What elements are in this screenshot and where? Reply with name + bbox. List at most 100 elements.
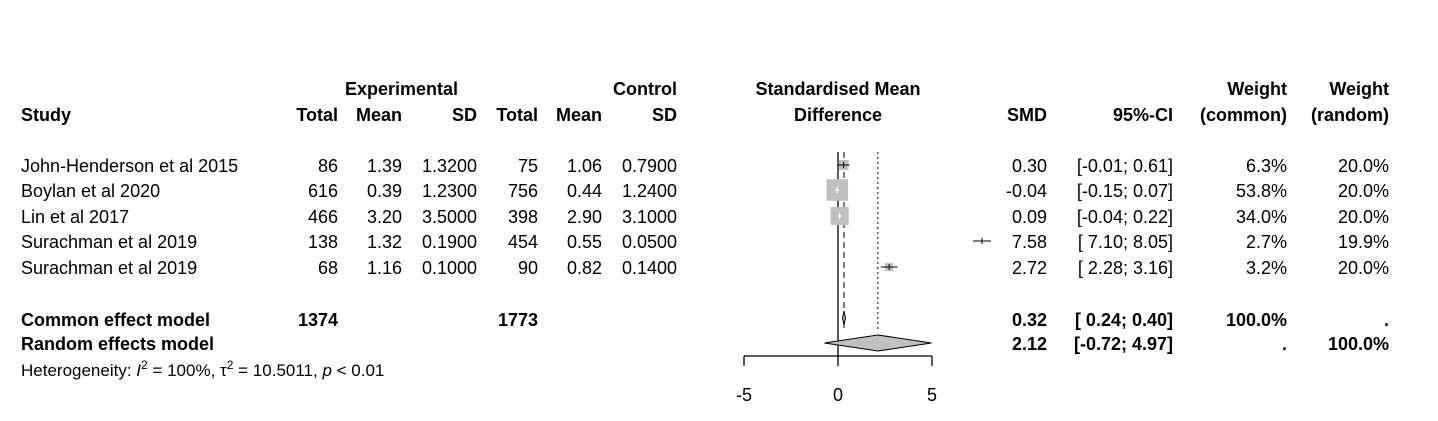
study-ci-text: [-0.15; 0.07] (1077, 181, 1173, 201)
study-smd-text: -0.04 (1006, 181, 1047, 201)
study-ctl-sd: 3.1000 (622, 207, 677, 227)
header-effect-line2: Difference (794, 105, 882, 125)
random-effects-row: Random effects model 2.12 [-0.72; 4.97] … (21, 334, 1389, 354)
header-ctl-sd: SD (652, 105, 677, 125)
common-ci: [ 0.24; 0.40] (1075, 310, 1173, 330)
study-w-common: 34.0% (1236, 207, 1287, 227)
header-weight-random-line1: Weight (1329, 79, 1389, 99)
common-effect-row: Common effect model 1374 1773 0.32 [ 0.2… (21, 310, 1389, 330)
study-ci-text: [-0.04; 0.22] (1077, 207, 1173, 227)
study-w-common: 3.2% (1246, 258, 1287, 278)
study-ctl-sd: 0.7900 (622, 156, 677, 176)
header-smd: SMD (1007, 105, 1047, 125)
study-ctl-sd: 0.1400 (622, 258, 677, 278)
study-row: Surachman et al 2019 138 1.32 0.1900 454 0.55… (21, 232, 1389, 252)
study-ctl-total: 75 (518, 156, 538, 176)
study-exp-mean: 3.20 (367, 207, 402, 227)
study-ctl-sd: 0.0500 (622, 232, 677, 252)
study-w-common: 6.3% (1246, 156, 1287, 176)
study-row: Lin et al 2017 466 3.20 3.5000 398 2.90 3.1000… (21, 207, 1389, 227)
study-exp-total: 138 (308, 232, 338, 252)
study-row: John-Henderson et al 2015 86 1.39 1.3200 75 1… (21, 156, 1389, 176)
study-name: Surachman et al 2019 (21, 258, 197, 278)
study-w-random: 20.0% (1338, 258, 1389, 278)
study-ctl-mean: 2.90 (567, 207, 602, 227)
study-ctl-total: 90 (518, 258, 538, 278)
study-ctl-mean: 0.55 (567, 232, 602, 252)
study-ctl-mean: 1.06 (567, 156, 602, 176)
header-effect-line1: Standardised Mean (755, 79, 920, 99)
header-weight-common: (common) (1200, 105, 1287, 125)
study-smd-text: 7.58 (1012, 232, 1047, 252)
x-tick-label: -5 (736, 385, 752, 405)
study-name: Boylan et al 2020 (21, 181, 160, 201)
study-row: Surachman et al 2019 68 1.16 0.1000 90 0.82 0.… (21, 258, 1389, 278)
study-ctl-total: 454 (508, 232, 538, 252)
study-smd-text: 2.72 (1012, 258, 1047, 278)
header-control: Control (613, 79, 677, 99)
study-w-common: 53.8% (1236, 181, 1287, 201)
common-exp-total: 1374 (298, 310, 338, 330)
study-exp-total: 466 (308, 207, 338, 227)
common-effect-diamond (842, 310, 847, 326)
common-weight-common: 100.0% (1226, 310, 1287, 330)
header-ctl-mean: Mean (556, 105, 602, 125)
common-weight-random: . (1384, 310, 1389, 330)
study-exp-total: 616 (308, 181, 338, 201)
study-ci-text: [-0.01; 0.61] (1077, 156, 1173, 176)
study-exp-sd: 0.1000 (422, 258, 477, 278)
header-exp-sd: SD (452, 105, 477, 125)
heterogeneity-text: Heterogeneity: I2 = 100%, τ2 = 10.5011, … (21, 358, 384, 380)
header-ci: 95%-CI (1113, 105, 1173, 125)
study-w-random: 20.0% (1338, 181, 1389, 201)
common-ctl-total: 1773 (498, 310, 538, 330)
study-rows: John-Henderson et al 2015 86 1.39 1.3200 75 1… (21, 156, 1389, 278)
study-smd-text: 0.30 (1012, 156, 1047, 176)
random-ci: [-0.72; 4.97] (1074, 334, 1173, 354)
header-study: Study (21, 105, 71, 125)
study-w-common: 2.7% (1246, 232, 1287, 252)
study-w-random: 20.0% (1338, 156, 1389, 176)
x-axis: -5 0 5 (736, 355, 937, 405)
study-ctl-mean: 0.44 (567, 181, 602, 201)
study-exp-total: 86 (318, 156, 338, 176)
study-exp-sd: 0.1900 (422, 232, 477, 252)
header-ctl-total: Total (496, 105, 538, 125)
study-ctl-sd: 1.2400 (622, 181, 677, 201)
study-name: Surachman et al 2019 (21, 232, 197, 252)
header-exp-total: Total (296, 105, 338, 125)
study-exp-total: 68 (318, 258, 338, 278)
study-exp-mean: 0.39 (367, 181, 402, 201)
study-ctl-total: 398 (508, 207, 538, 227)
header-exp-mean: Mean (356, 105, 402, 125)
study-exp-sd: 1.3200 (422, 156, 477, 176)
random-weight-common: . (1282, 334, 1287, 354)
random-smd: 2.12 (1012, 334, 1047, 354)
study-ci-text: [ 2.28; 3.16] (1078, 258, 1173, 278)
study-w-random: 20.0% (1338, 207, 1389, 227)
study-exp-sd: 3.5000 (422, 207, 477, 227)
common-label: Common effect model (21, 310, 210, 330)
header-weight-random: (random) (1311, 105, 1389, 125)
study-ci-text: [ 7.10; 8.05] (1078, 232, 1173, 252)
study-smd-text: 0.09 (1012, 207, 1047, 227)
header-experimental: Experimental (345, 79, 458, 99)
study-exp-mean: 1.32 (367, 232, 402, 252)
plot-marks (824, 152, 991, 356)
common-smd: 0.32 (1012, 310, 1047, 330)
x-tick-label: 0 (833, 385, 843, 405)
study-ctl-mean: 0.82 (567, 258, 602, 278)
random-effects-diamond (824, 334, 932, 352)
study-row: Boylan et al 2020 616 0.39 1.2300 756 0.44 1.2… (21, 181, 1389, 201)
study-exp-mean: 1.16 (367, 258, 402, 278)
random-weight-random: 100.0% (1328, 334, 1389, 354)
study-name: John-Henderson et al 2015 (21, 156, 238, 176)
study-w-random: 19.9% (1338, 232, 1389, 252)
study-name: Lin et al 2017 (21, 207, 129, 227)
x-tick-label: 5 (927, 385, 937, 405)
header-weight-common-line1: Weight (1227, 79, 1287, 99)
random-label: Random effects model (21, 334, 214, 354)
study-exp-mean: 1.39 (367, 156, 402, 176)
study-exp-sd: 1.2300 (422, 181, 477, 201)
